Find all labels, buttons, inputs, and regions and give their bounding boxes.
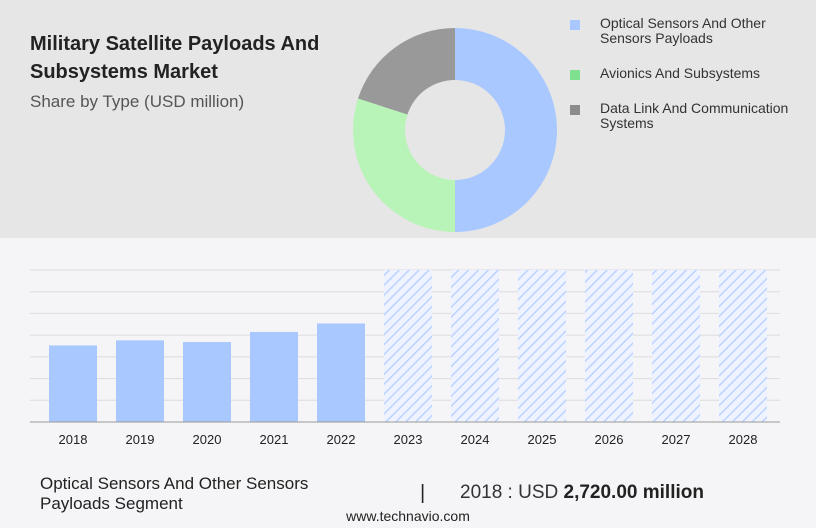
legend: Optical Sensors And Other Sensors Payloa… <box>566 16 806 151</box>
legend-item-optical: Optical Sensors And Other Sensors Payloa… <box>566 16 806 46</box>
x-tick-2018: 2018 <box>59 432 88 447</box>
legend-swatch-datalink <box>570 105 580 115</box>
x-tick-2027: 2027 <box>662 432 691 447</box>
bar-2027 <box>652 270 700 422</box>
legend-swatch-avionics <box>570 70 580 80</box>
legend-item-avionics: Avionics And Subsystems <box>566 66 806 81</box>
bar-2023 <box>384 270 432 422</box>
segment-value-line: 2018 : USD 2,720.00 million <box>460 482 704 504</box>
bar-2020 <box>183 342 231 422</box>
chart-title: Military Satellite Payloads And Subsyste… <box>30 33 320 83</box>
bar-2028 <box>719 270 767 422</box>
x-tick-2025: 2025 <box>528 432 557 447</box>
donut-slice-1 <box>353 98 455 232</box>
bar-2019 <box>116 340 164 422</box>
bar-2026 <box>585 270 633 422</box>
footer-url: www.technavio.com <box>346 508 470 524</box>
bar-2024 <box>451 270 499 422</box>
donut-chart <box>353 28 557 232</box>
legend-item-datalink: Data Link And Communication Systems <box>566 101 806 131</box>
chart-subtitle: Share by Type (USD million) <box>30 92 245 111</box>
segment-divider: | <box>420 482 426 504</box>
x-tick-2028: 2028 <box>729 432 758 447</box>
legend-label-datalink: Data Link And Communication Systems <box>600 100 789 131</box>
bar-2018 <box>49 345 97 422</box>
legend-label-avionics: Avionics And Subsystems <box>600 65 761 81</box>
x-tick-2026: 2026 <box>595 432 624 447</box>
x-tick-2024: 2024 <box>461 432 490 447</box>
donut-slice-2 <box>357 28 455 115</box>
x-tick-2023: 2023 <box>394 432 423 447</box>
donut-slice-0 <box>455 28 557 232</box>
bar-2025 <box>518 270 566 422</box>
x-tick-2022: 2022 <box>327 432 356 447</box>
bar-chart: 2018 2019 2020 2021 2022 2023 2024 2025 2026 2027… <box>30 269 780 447</box>
bar-2021 <box>250 331 298 422</box>
segment-value: 2,720.00 million <box>563 482 704 503</box>
bar-2022 <box>317 323 365 422</box>
x-tick-2021: 2021 <box>260 432 289 447</box>
legend-label-optical: Optical Sensors And Other Sensors Payloa… <box>600 15 766 46</box>
x-tick-2019: 2019 <box>126 432 155 447</box>
segment-label: Optical Sensors And Other Sensors Payloa… <box>40 474 309 513</box>
x-tick-2020: 2020 <box>193 432 222 447</box>
legend-swatch-optical <box>570 20 580 30</box>
segment-year-prefix: 2018 : USD <box>460 482 559 503</box>
